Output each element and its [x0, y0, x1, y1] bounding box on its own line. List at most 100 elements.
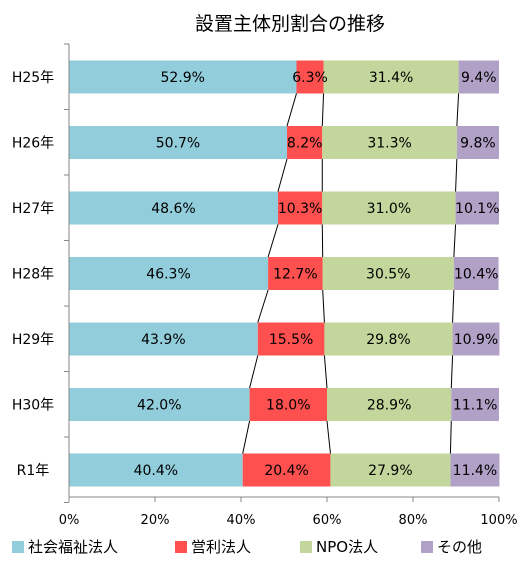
series-lines-layer	[242, 93, 460, 454]
bar-segment	[268, 257, 323, 290]
data-label: 11.4%	[453, 463, 497, 479]
series-line	[321, 93, 325, 127]
data-label: 29.8%	[366, 332, 410, 348]
legend-swatch	[421, 541, 433, 553]
category-label: R1年	[17, 463, 50, 479]
legend-swatch	[300, 541, 312, 553]
data-label: 12.7%	[273, 267, 317, 283]
category-label: H25年	[12, 70, 54, 86]
bars-layer	[69, 60, 500, 487]
legend-label: 営利法人	[191, 538, 251, 556]
series-line	[322, 289, 325, 323]
bar-segment	[455, 191, 499, 225]
data-label: 52.9%	[160, 70, 204, 86]
series-line	[277, 158, 288, 192]
data-label: 27.9%	[368, 463, 412, 479]
bar-segment	[452, 322, 500, 356]
bar-segment	[242, 453, 331, 487]
data-label: 6.3%	[292, 70, 328, 86]
series-line	[249, 355, 259, 389]
bar-segment	[69, 257, 269, 290]
data-label: 50.7%	[156, 136, 200, 152]
data-label: 15.5%	[269, 332, 313, 348]
bar-segment	[322, 191, 456, 225]
series-line	[257, 289, 269, 323]
series-line	[450, 355, 454, 389]
series-line	[452, 289, 455, 323]
bar-segment	[322, 257, 454, 290]
bar-segment	[69, 60, 297, 94]
series-line	[326, 420, 331, 454]
legend-label: NPO法人	[316, 538, 378, 556]
legend: 社会福祉法人 営利法人 NPO法人 その他	[12, 538, 482, 556]
bar-segment	[322, 126, 457, 159]
series-line	[456, 93, 460, 127]
axis-layer: H25年 H26年 H27年 H28年 H29年 H30年 R1年 0% 20% 40% 60% 80…	[12, 43, 518, 528]
bar-segment	[453, 257, 499, 290]
bar-segment	[330, 453, 451, 487]
data-label: 31.0%	[367, 201, 411, 217]
data-label: 10.1%	[455, 201, 499, 217]
legend-swatch	[175, 541, 187, 553]
bar-segment	[450, 453, 500, 487]
data-label: 9.8%	[460, 136, 496, 152]
category-label: H27年	[12, 201, 54, 217]
bar-segment	[69, 322, 258, 356]
data-label: 40.4%	[134, 463, 178, 479]
data-labels-layer: 52.9% 6.3% 31.4% 9.4% 50.7% 8.2% 31.3% 9.8% 48.6…	[134, 70, 500, 479]
legend-label: 社会福祉法人	[28, 538, 118, 556]
data-label: 8.2%	[287, 136, 323, 152]
series-line	[286, 93, 297, 127]
x-tick-label: 20%	[141, 513, 170, 528]
series-line	[449, 420, 452, 454]
bar-segment	[69, 126, 288, 159]
category-label: H28年	[12, 267, 54, 283]
bar-segment	[458, 60, 499, 94]
series-line	[323, 355, 328, 389]
series-line	[453, 224, 457, 258]
bar-segment	[287, 126, 323, 159]
data-label: 42.0%	[137, 398, 181, 414]
data-label: 43.9%	[141, 332, 185, 348]
data-label: 18.0%	[266, 398, 310, 414]
x-tick-label: 80%	[399, 513, 428, 528]
data-label: 30.5%	[366, 267, 410, 283]
bar-segment	[69, 191, 278, 225]
x-tick-label: 0%	[59, 513, 80, 528]
data-label: 20.4%	[264, 463, 308, 479]
data-label: 9.4%	[461, 70, 497, 86]
legend-swatch	[12, 541, 24, 553]
bar-segment	[324, 322, 453, 356]
bar-segment	[249, 388, 327, 421]
bar-segment	[456, 126, 499, 159]
data-label: 10.9%	[454, 332, 498, 348]
data-label: 46.3%	[146, 267, 190, 283]
bar-segment	[257, 322, 325, 356]
bar-segment	[323, 60, 459, 94]
series-line	[455, 158, 458, 192]
series-line	[242, 420, 251, 454]
legend-label: その他	[437, 538, 482, 556]
chart-title: 設置主体別割合の推移	[195, 13, 385, 35]
data-label: 10.3%	[278, 201, 322, 217]
x-tick-label: 40%	[227, 513, 256, 528]
data-label: 31.3%	[367, 136, 411, 152]
bar-segment	[277, 191, 323, 225]
bar-segment	[327, 388, 452, 421]
bar-segment	[69, 453, 243, 487]
bar-segment	[69, 388, 250, 421]
data-label: 48.6%	[151, 201, 195, 217]
x-tick-label: 100%	[480, 513, 517, 528]
category-label: H30年	[12, 398, 54, 414]
category-label: H29年	[12, 332, 54, 348]
data-label: 11.1%	[453, 398, 497, 414]
x-tick-label: 60%	[313, 513, 342, 528]
bar-segment	[296, 60, 324, 94]
data-label: 31.4%	[369, 70, 413, 86]
data-label: 28.9%	[367, 398, 411, 414]
data-label: 10.4%	[454, 267, 498, 283]
series-line	[267, 224, 279, 258]
category-label: H26年	[12, 136, 54, 152]
bar-segment	[451, 388, 499, 421]
